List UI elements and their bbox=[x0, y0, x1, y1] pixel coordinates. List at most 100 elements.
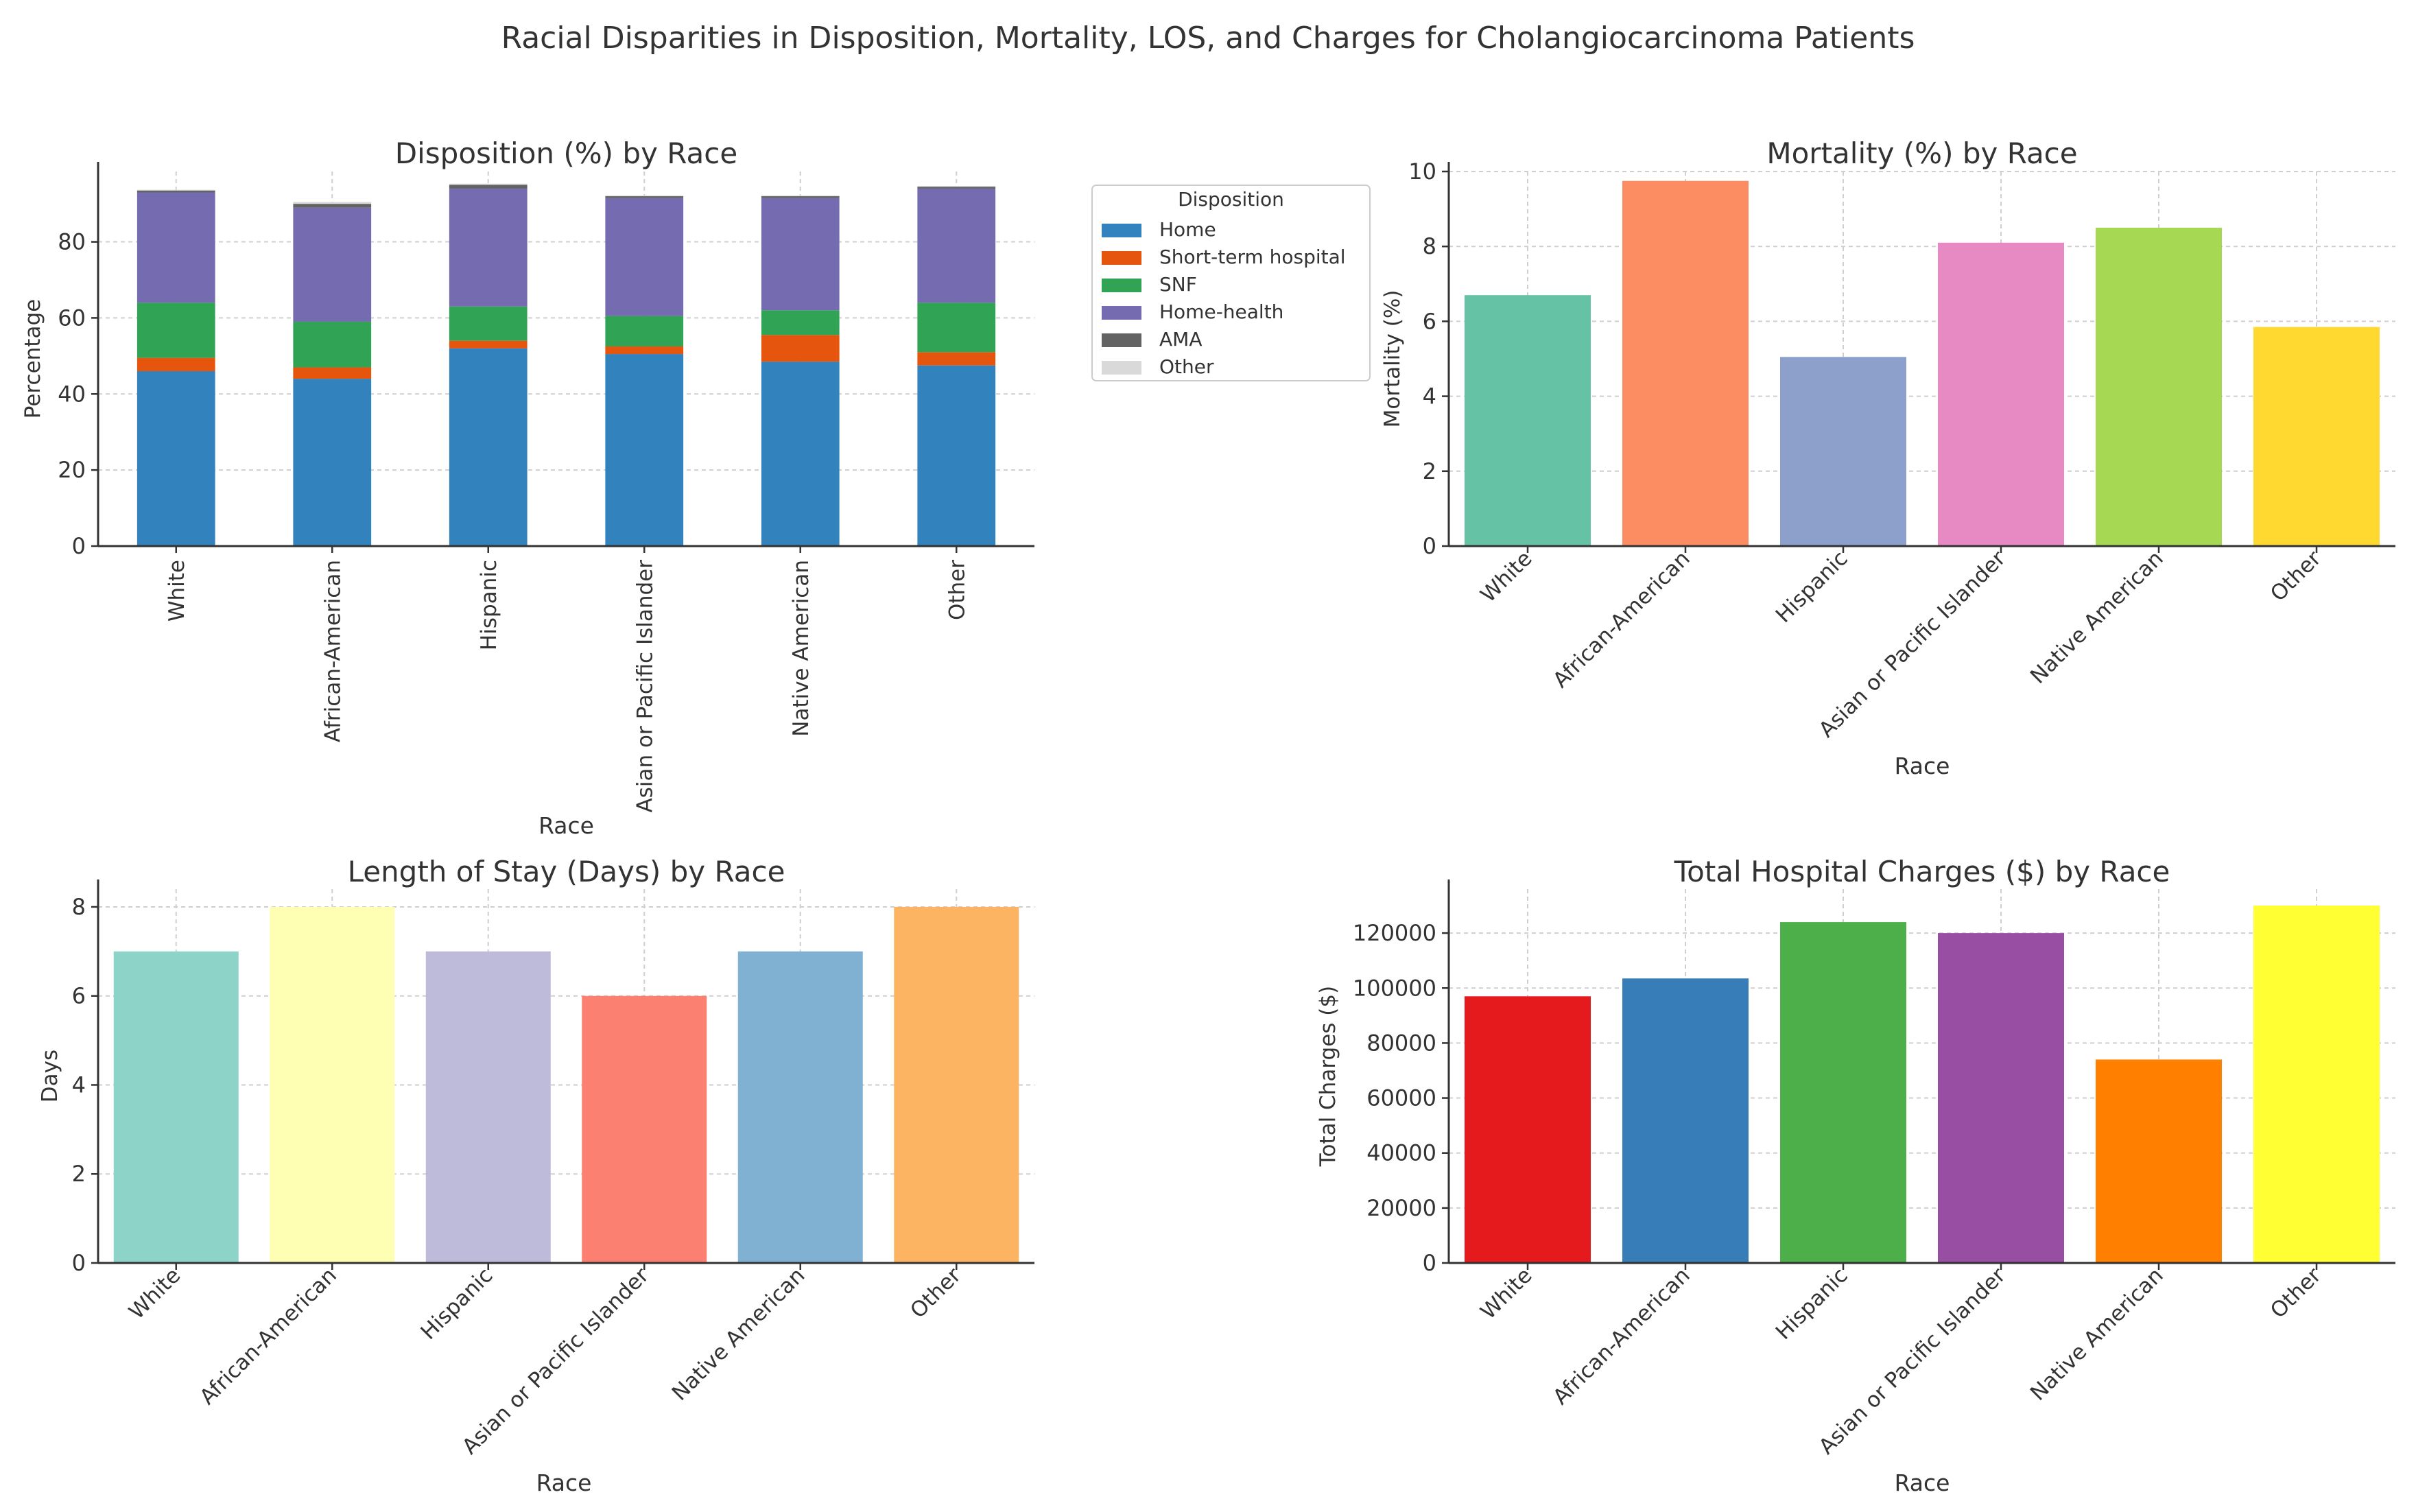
y-tick-label: 80000 bbox=[1366, 1030, 1436, 1056]
y-tick-label: 60 bbox=[58, 305, 86, 331]
los-xlabel: Race bbox=[536, 1469, 592, 1496]
y-tick-label: 2 bbox=[72, 1161, 86, 1187]
x-tick-label-white: White bbox=[165, 560, 189, 622]
y-tick-label: 80 bbox=[58, 229, 86, 255]
bar-snf-african-american bbox=[293, 321, 372, 368]
x-axis-label: Race bbox=[1895, 1469, 1950, 1496]
x-tick-label-asian-or-pacific-islander: Asian or Pacific Islander bbox=[1814, 546, 2011, 742]
legend-swatch-home bbox=[1102, 224, 1141, 237]
legend-swatch-home-health bbox=[1102, 306, 1141, 320]
legend-label-home-health: Home-health bbox=[1159, 300, 1283, 323]
y-tick-label: 0 bbox=[1423, 1250, 1436, 1276]
bar-short-term-hospital-white bbox=[137, 357, 215, 372]
chart-length-of-stay: 0 2 4 6 8 White African-American HispanicAsian … bbox=[38, 855, 1034, 1459]
bar-home-health-native-american bbox=[761, 198, 840, 311]
y-tick-label: 2 bbox=[1423, 458, 1436, 484]
y-tick-label: 20000 bbox=[1366, 1195, 1436, 1221]
bar-other-other bbox=[917, 186, 996, 187]
legend-label-ama: AMA bbox=[1159, 328, 1202, 351]
legend-swatch-snf bbox=[1102, 279, 1141, 292]
x-tick-label-hispanic: Hispanic bbox=[416, 1263, 498, 1345]
y-tick-label: 60000 bbox=[1366, 1085, 1436, 1111]
bar-short-term-hospital-african-american bbox=[293, 367, 372, 379]
bar-short-term-hospital-native-american bbox=[761, 335, 840, 362]
chart-title: Total Hospital Charges ($) by Race bbox=[1674, 855, 2170, 888]
y-tick-label: 6 bbox=[72, 983, 86, 1009]
legend-frame bbox=[1091, 185, 1371, 381]
y-axis-label: Percentage bbox=[21, 299, 45, 418]
bar-white bbox=[113, 951, 239, 1263]
chart-disposition: 0 20 40 60 80 White African-American Hispanic As… bbox=[21, 137, 1371, 839]
x-tick-label-asian-or-pacific-islander: Asian or Pacific Islander bbox=[458, 1263, 654, 1459]
bar-home-other bbox=[917, 365, 996, 546]
legend-swatch-short-term-hospital bbox=[1102, 251, 1141, 265]
x-tick-label-african-american: African-American bbox=[195, 1263, 342, 1410]
bar-short-term-hospital-other bbox=[917, 352, 996, 366]
bar-ama-other bbox=[917, 187, 996, 189]
bar-home-white bbox=[137, 371, 215, 546]
bar-native-american bbox=[2096, 227, 2222, 546]
x-tick-label-hispanic: Hispanic bbox=[1771, 546, 1853, 628]
x-tick-label-other: Other bbox=[945, 560, 969, 620]
x-tick-label-hispanic: Hispanic bbox=[1771, 1263, 1853, 1345]
bar-hispanic bbox=[1780, 357, 1906, 546]
x-tick-label-native-american: Native American bbox=[2026, 1263, 2168, 1406]
bar-ama-hispanic bbox=[449, 185, 528, 189]
bar-home-native-american bbox=[761, 362, 840, 546]
bar-short-term-hospital-asian-or-pacific-islander bbox=[605, 346, 684, 355]
y-tick-label: 4 bbox=[72, 1072, 86, 1098]
bar-snf-asian-or-pacific-islander bbox=[605, 316, 684, 346]
bar-home-hispanic bbox=[449, 348, 528, 546]
y-tick-label: 0 bbox=[72, 1250, 86, 1276]
y-tick-label: 10 bbox=[1408, 158, 1436, 185]
bar-ama-white bbox=[137, 190, 215, 193]
x-tick-label-asian-or-pacific-islander: Asian or Pacific Islander bbox=[632, 560, 657, 813]
y-tick-label: 6 bbox=[1423, 308, 1436, 334]
bar-hispanic bbox=[1780, 922, 1906, 1263]
bar-other-white bbox=[137, 189, 215, 191]
legend-swatch-ama bbox=[1102, 333, 1141, 347]
bar-home-health-white bbox=[137, 192, 215, 303]
x-tick-label-white: White bbox=[1476, 1263, 1537, 1324]
x-tick-label-white: White bbox=[124, 1263, 185, 1324]
bar-white bbox=[1465, 996, 1591, 1263]
bar-ama-african-american bbox=[293, 204, 372, 208]
x-tick-label-african-american: African-American bbox=[320, 560, 345, 742]
bar-short-term-hospital-hispanic bbox=[449, 340, 528, 349]
y-tick-label: 0 bbox=[1423, 533, 1436, 559]
y-tick-label: 120000 bbox=[1353, 920, 1436, 946]
bar-other bbox=[2253, 327, 2380, 546]
legend-label-short-term-hospital: Short-term hospital bbox=[1159, 246, 1346, 268]
legend-swatch-other bbox=[1102, 361, 1141, 375]
bar-home-health-asian-or-pacific-islander bbox=[605, 198, 684, 316]
y-tick-label: 40000 bbox=[1366, 1140, 1436, 1166]
bar-native-american bbox=[737, 951, 863, 1263]
bar-other-african-american bbox=[293, 202, 372, 204]
chart-title: Length of Stay (Days) by Race bbox=[348, 855, 785, 888]
bar-native-american bbox=[2096, 1059, 2222, 1263]
legend: Disposition Home Short-term hospital SNF Hom… bbox=[1091, 185, 1371, 381]
y-tick-label: 20 bbox=[58, 457, 86, 483]
x-tick-label-african-american: African-American bbox=[1548, 1263, 1695, 1410]
y-tick-label: 0 bbox=[72, 533, 86, 559]
figure-title: Racial Disparities in Disposition, Morta… bbox=[501, 21, 1915, 56]
bar-snf-native-american bbox=[761, 310, 840, 335]
x-axis-label: Race bbox=[1895, 753, 1950, 779]
x-tick-label-native-american: Native American bbox=[2026, 546, 2168, 689]
y-tick-label: 40 bbox=[58, 381, 86, 407]
bar-other-hispanic bbox=[449, 183, 528, 185]
x-tick-label-native-american: Native American bbox=[789, 560, 814, 737]
legend-label-home: Home bbox=[1159, 218, 1216, 241]
bar-snf-white bbox=[137, 303, 215, 358]
x-tick-label-african-american: African-American bbox=[1548, 546, 1695, 693]
y-axis-label: Total Charges ($) bbox=[1316, 986, 1340, 1167]
x-axis-label: Race bbox=[538, 812, 594, 839]
legend-label-other: Other bbox=[1159, 355, 1214, 378]
chart-title: Mortality (%) by Race bbox=[1766, 137, 2077, 170]
bar-white bbox=[1465, 295, 1591, 546]
bar-african-american bbox=[270, 906, 395, 1263]
x-tick-label-other: Other bbox=[905, 1263, 966, 1323]
bar-home-health-african-american bbox=[293, 207, 372, 322]
y-tick-label: 8 bbox=[1423, 233, 1436, 259]
bar-home-health-hispanic bbox=[449, 188, 528, 307]
